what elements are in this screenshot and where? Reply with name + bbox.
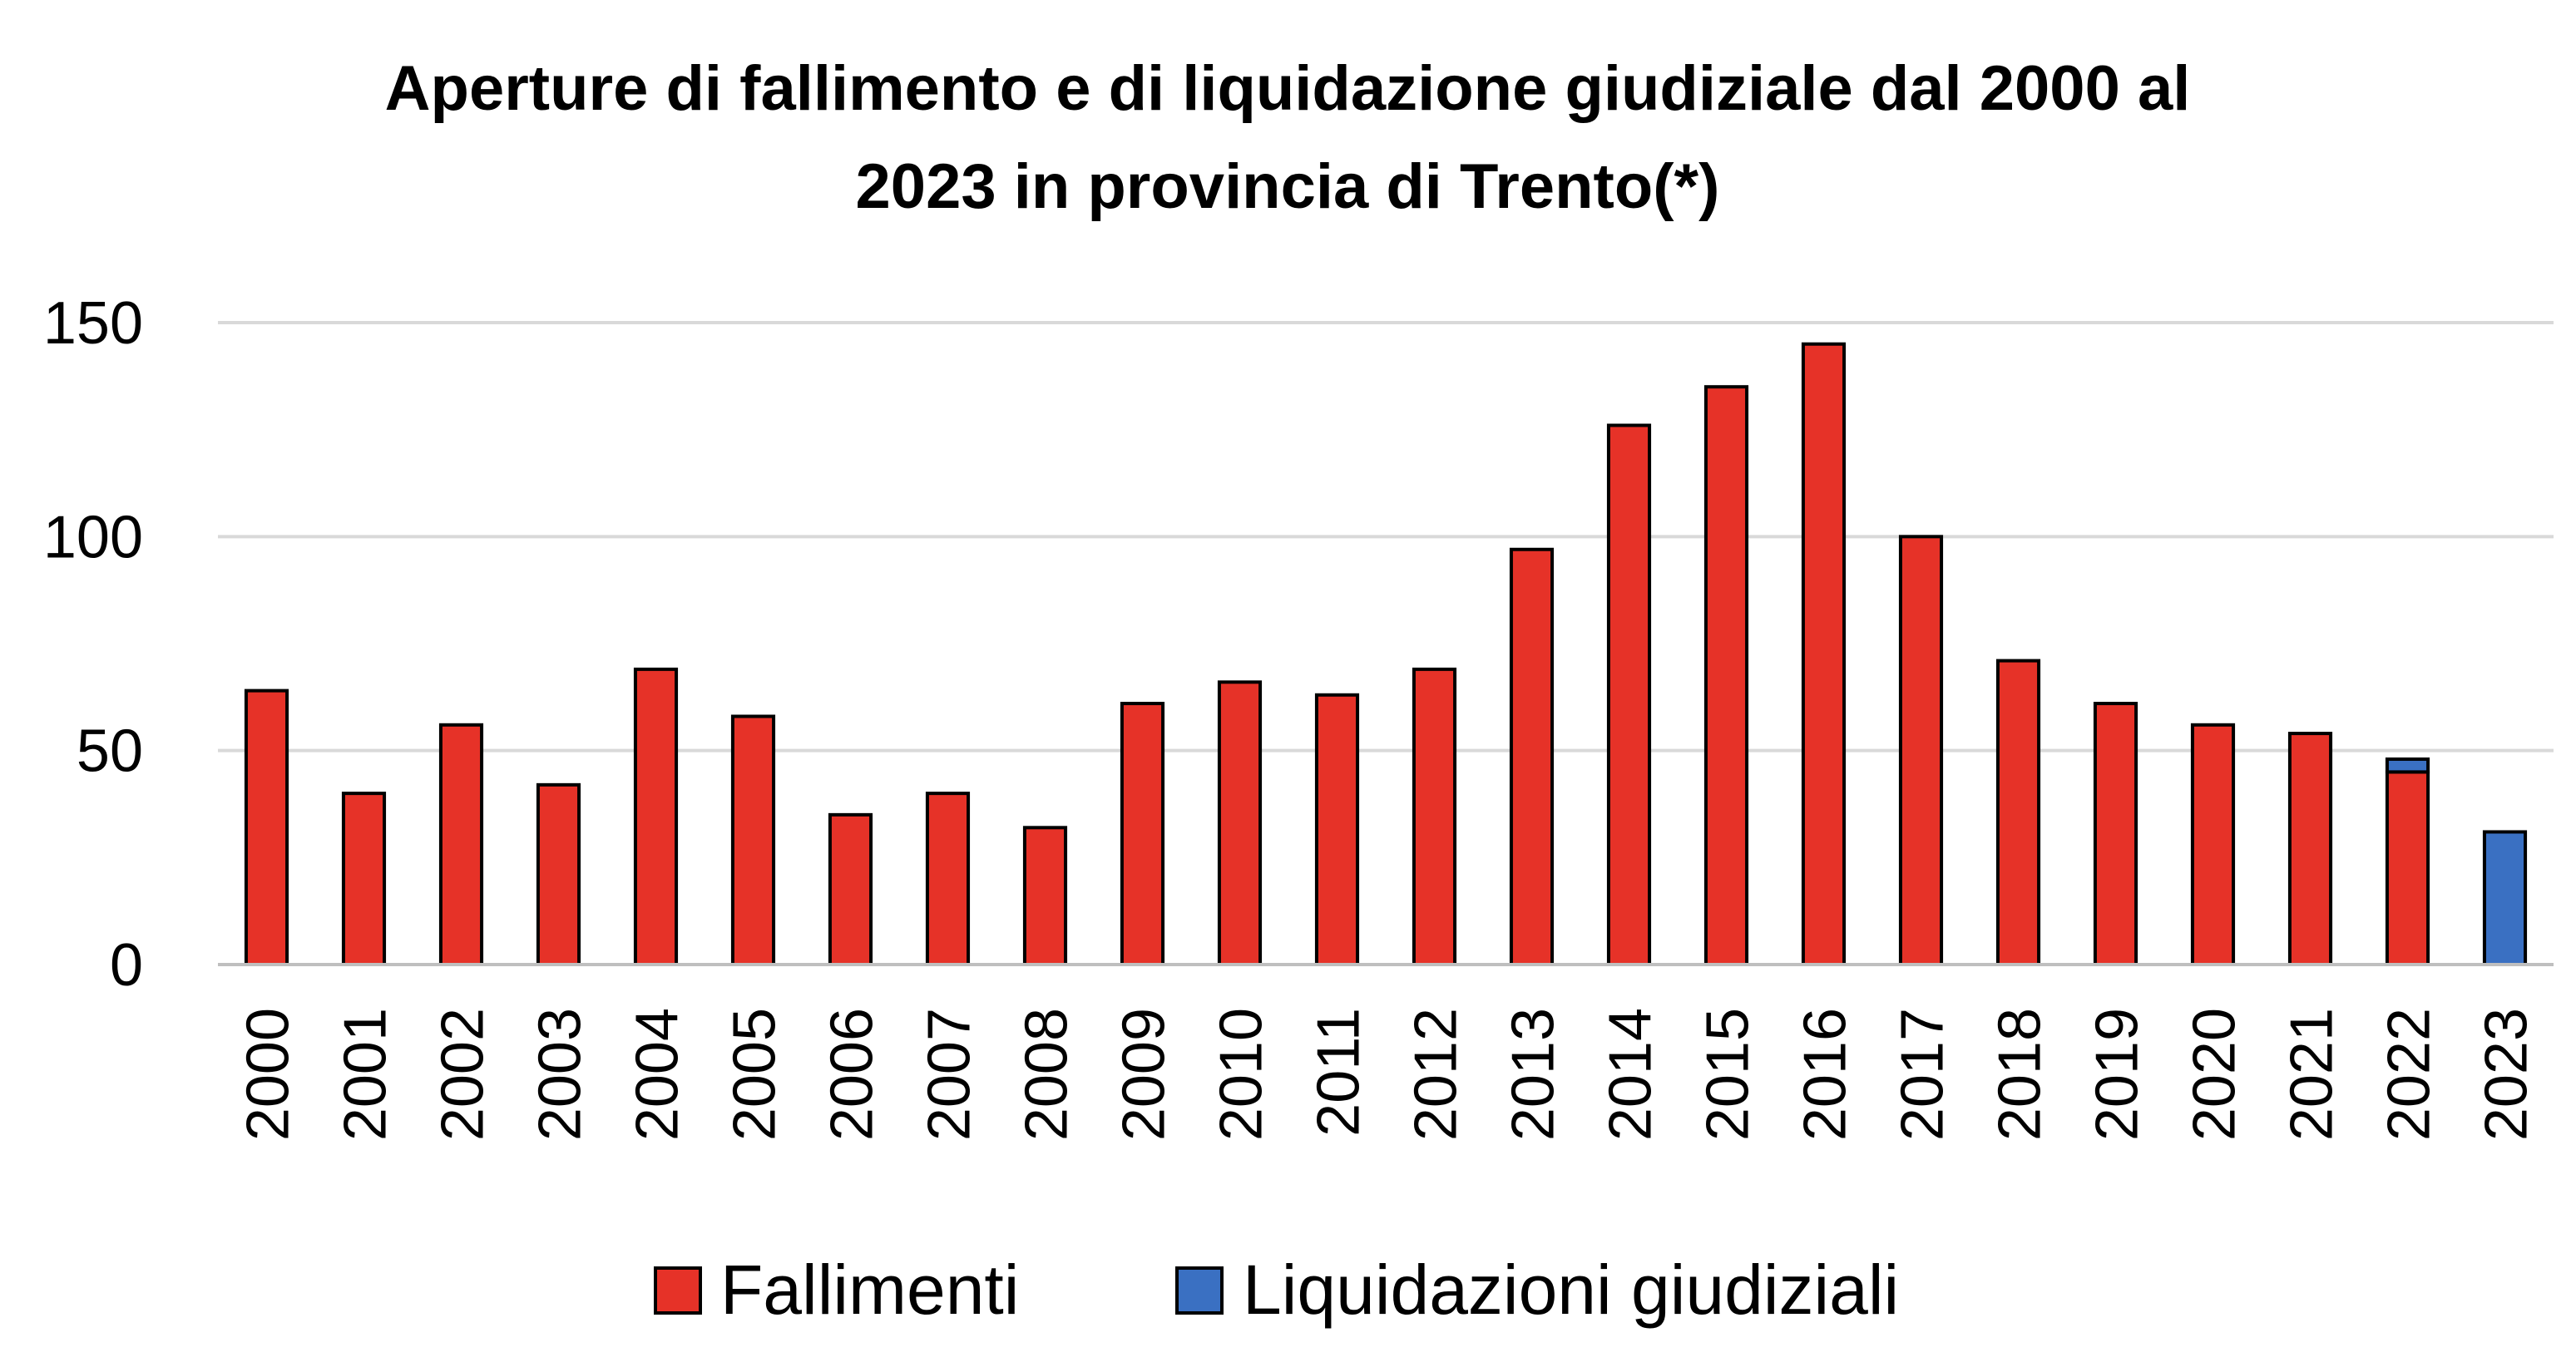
bar-fallimenti-2009 — [1120, 702, 1165, 966]
x-tick-label: 2007 — [917, 1008, 983, 1141]
x-tick-label: 2023 — [2474, 1008, 2540, 1141]
x-tick-label: 2013 — [1501, 1008, 1567, 1141]
x-tick-label: 2004 — [625, 1008, 691, 1141]
x-tick-label: 2008 — [1014, 1008, 1080, 1141]
x-tick-label: 2022 — [2376, 1008, 2443, 1141]
chart-title: Aperture di fallimento e di liquidazione… — [385, 53, 2191, 222]
x-tick-label: 2002 — [430, 1008, 497, 1141]
bar-fallimenti-2006 — [828, 812, 873, 966]
bar-fallimenti-2015 — [1703, 385, 1749, 966]
x-tick-label: 2019 — [2084, 1008, 2151, 1141]
bar-fallimenti-2018 — [1995, 659, 2041, 966]
x-tick-label: 2009 — [1111, 1008, 1178, 1141]
x-tick-label: 2005 — [722, 1008, 789, 1141]
x-axis-tick-labels: 2000 2001 2002 2003 2004 2005 2006 2007 2008 2009… — [235, 1008, 2540, 1141]
legend-label-fallimenti: Fallimenti — [720, 1251, 1019, 1329]
x-tick-label: 2021 — [2279, 1008, 2346, 1141]
x-tick-label: 2016 — [1792, 1008, 1859, 1141]
bar-fallimenti-2022 — [2385, 770, 2430, 967]
gridlines — [218, 321, 2554, 753]
bar-fallimenti-2002 — [438, 723, 484, 967]
bar-fallimenti-2007 — [925, 792, 971, 967]
bar-fallimenti-2003 — [536, 782, 581, 967]
bar-fallimenti-2017 — [1898, 535, 1944, 966]
bar-fallimenti-2008 — [1022, 826, 1068, 966]
x-tick-label: 2012 — [1403, 1008, 1470, 1141]
bar-fallimenti-2021 — [2287, 732, 2333, 967]
x-tick-label: 2018 — [1987, 1008, 2054, 1141]
y-tick-label: 150 — [43, 290, 143, 357]
bar-liquidazioni-2023 — [2482, 830, 2528, 966]
x-tick-label: 2003 — [527, 1008, 594, 1141]
bar-liquidazioni-2022 — [2385, 757, 2430, 774]
bar-fallimenti-2004 — [633, 667, 679, 966]
legend-swatch-fallimenti — [654, 1266, 702, 1315]
legend-swatch-liquidazioni — [1175, 1266, 1224, 1315]
y-tick-label: 100 — [43, 504, 143, 570]
chart-title-line-2: 2023 in provincia di Trento(*) — [856, 151, 1720, 222]
x-tick-label: 2017 — [1890, 1008, 1956, 1141]
bar-fallimenti-2020 — [2190, 723, 2236, 967]
bars — [244, 342, 2528, 967]
x-tick-label: 2014 — [1598, 1008, 1664, 1141]
y-axis-tick-labels: 0 50 100 150 — [43, 290, 143, 999]
bar-fallimenti-2005 — [730, 714, 776, 966]
bar-fallimenti-2016 — [1801, 342, 1847, 966]
x-tick-label: 2020 — [2182, 1008, 2248, 1141]
y-tick-label: 0 — [110, 932, 143, 999]
legend-label-liquidazioni: Liquidazioni giudiziali — [1243, 1251, 1899, 1329]
legend: Fallimenti Liquidazioni giudiziali — [654, 1251, 1899, 1329]
bar-fallimenti-2000 — [244, 688, 289, 966]
bar-fallimenti-2010 — [1217, 680, 1263, 966]
bar-fallimenti-2011 — [1314, 693, 1360, 966]
bar-fallimenti-2014 — [1606, 423, 1652, 966]
chart-title-line-1: Aperture di fallimento e di liquidazione… — [385, 53, 2191, 124]
bar-fallimenti-2019 — [2093, 702, 2138, 966]
x-tick-label: 2000 — [235, 1008, 302, 1141]
x-tick-label: 2015 — [1695, 1008, 1762, 1141]
bar-fallimenti-2012 — [1412, 667, 1457, 966]
bar-fallimenti-2001 — [341, 792, 387, 967]
x-tick-label: 2006 — [819, 1008, 886, 1141]
bar-fallimenti-2013 — [1509, 547, 1555, 966]
x-tick-label: 2011 — [1306, 1008, 1372, 1137]
x-tick-label: 2001 — [333, 1008, 399, 1141]
y-tick-label: 50 — [77, 718, 143, 785]
x-tick-label: 2010 — [1209, 1008, 1275, 1141]
